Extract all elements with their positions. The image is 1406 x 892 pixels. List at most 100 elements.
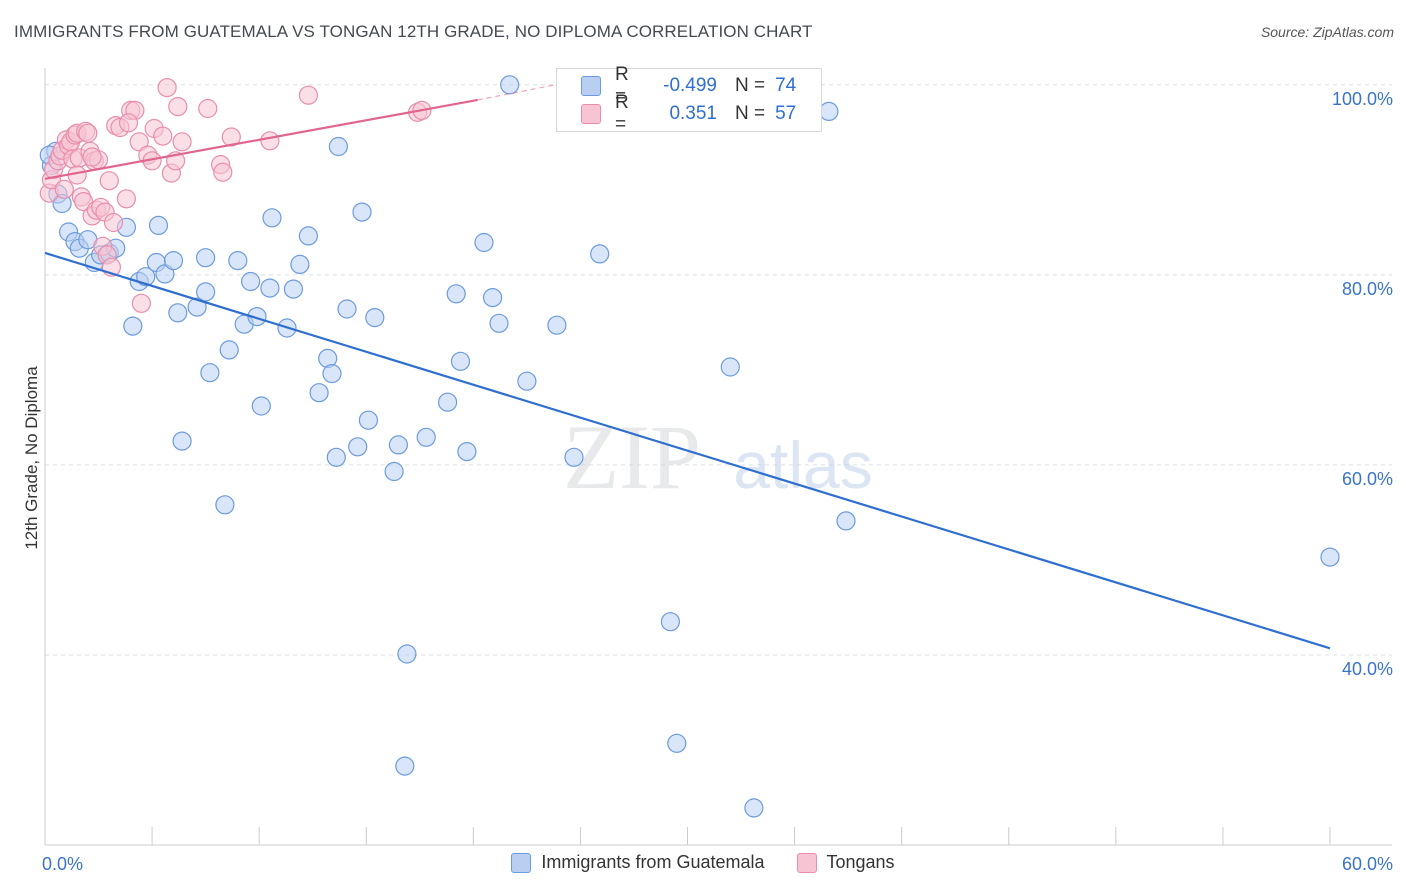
point-tongan [198, 98, 218, 119]
legend-r-value: 0.351 [669, 103, 717, 124]
point-tongan [221, 127, 241, 147]
point-guatemala [326, 447, 346, 467]
trend-layer [44, 82, 1331, 650]
point-guatemala [500, 75, 520, 95]
point-tongan [131, 293, 151, 313]
point-guatemala [384, 461, 404, 482]
point-guatemala [397, 644, 417, 664]
point-guatemala [172, 431, 192, 451]
point-guatemala [489, 313, 509, 333]
point-guatemala [395, 756, 415, 776]
point-guatemala [247, 307, 267, 327]
point-guatemala [123, 316, 143, 336]
legend-label-tongan: Tongans [826, 852, 895, 872]
legend-label-guatemala: Immigrants from Guatemala [541, 852, 765, 872]
watermark: ZIP atlas [563, 406, 873, 508]
point-tongan [213, 162, 233, 182]
point-tongan [82, 147, 102, 167]
point-guatemala [564, 447, 584, 467]
point-guatemala [337, 299, 357, 319]
point-guatemala [457, 442, 477, 462]
trend-line-tongan [44, 98, 478, 180]
point-tongan [118, 113, 139, 133]
point-guatemala [836, 511, 856, 531]
y-tick-label: 40.0% [1342, 659, 1393, 679]
point-guatemala [163, 251, 184, 271]
point-tongan [168, 96, 188, 117]
point-guatemala [365, 308, 385, 328]
legend-n-label: N = [735, 75, 766, 96]
point-guatemala [590, 244, 610, 264]
legend-row-tongan: R = 0.351 N = 57 [581, 92, 797, 135]
chart-title: IMMIGRANTS FROM GUATEMALA VS TONGAN 12TH… [14, 22, 813, 41]
point-guatemala [262, 208, 282, 228]
point-guatemala [358, 410, 378, 430]
legend-swatch-guatemala [581, 76, 601, 96]
point-tongan [153, 126, 173, 146]
point-guatemala [196, 282, 216, 302]
point-guatemala [228, 251, 248, 271]
y-axis-label: 12th Grade, No Diploma [22, 366, 41, 550]
point-tongan [78, 123, 98, 143]
watermark-atlas: atlas [733, 428, 872, 502]
legend-n-label: N = [735, 103, 766, 124]
point-tongan [172, 132, 192, 152]
point-guatemala [196, 248, 216, 268]
point-guatemala [322, 364, 342, 384]
legend-r-label: R = [615, 92, 629, 135]
point-guatemala [219, 340, 239, 360]
point-guatemala [283, 279, 303, 299]
point-guatemala [819, 101, 839, 122]
y-tick-label: 80.0% [1342, 279, 1393, 299]
legend-item-tongan[interactable]: Tongans [796, 852, 895, 873]
point-guatemala [483, 288, 503, 308]
point-guatemala [352, 202, 372, 222]
y-tick-label: 60.0% [1342, 469, 1393, 489]
point-guatemala [251, 396, 271, 416]
point-guatemala [547, 315, 567, 335]
legend-n-value: 57 [775, 103, 797, 124]
x-tick-label: 0.0% [42, 854, 83, 874]
stats-legend: R = -0.499 N = 74 R = 0.351 N = 57 [556, 64, 822, 135]
points-layer [39, 75, 1340, 818]
trend-extension-tongan [477, 82, 566, 101]
point-guatemala [667, 733, 687, 753]
point-guatemala [290, 254, 310, 274]
trend-line-guatemala [44, 251, 1331, 650]
y-tick-label: 100.0% [1332, 89, 1393, 109]
axis-layer [44, 68, 1392, 846]
legend-swatch-guatemala [511, 852, 532, 873]
point-guatemala [446, 284, 466, 304]
legend-item-guatemala[interactable]: Immigrants from Guatemala [511, 852, 765, 873]
point-guatemala [474, 232, 494, 253]
point-guatemala [298, 226, 318, 246]
point-tongan [129, 132, 149, 152]
point-tongan [99, 171, 119, 191]
point-guatemala [148, 215, 169, 235]
tick-labels: 40.0% 60.0% 80.0% 100.0% 0.0% 60.0% [42, 89, 1393, 874]
legend-n-value: 74 [775, 75, 797, 96]
legend-r-value: -0.499 [663, 75, 717, 96]
point-guatemala [450, 351, 471, 371]
point-guatemala [348, 437, 368, 457]
point-tongan [103, 212, 124, 233]
point-guatemala [241, 271, 261, 292]
point-guatemala [168, 303, 188, 323]
legend-row-guatemala: R = -0.499 N = 74 [581, 64, 797, 107]
point-guatemala [416, 427, 436, 447]
point-guatemala [517, 371, 537, 391]
point-guatemala [1320, 547, 1340, 567]
source-credit: Source: ZipAtlas.com [1260, 24, 1394, 40]
legend-swatch-tongan [796, 852, 817, 873]
point-tongan [157, 77, 177, 98]
watermark-zip: ZIP [563, 406, 701, 508]
point-guatemala [660, 612, 681, 632]
point-guatemala [260, 278, 280, 298]
grid-layer [45, 84, 1392, 656]
point-guatemala [155, 264, 175, 284]
x-tick-label: 60.0% [1342, 854, 1393, 874]
point-guatemala [187, 297, 207, 317]
point-tongan [116, 189, 137, 209]
point-guatemala [328, 136, 348, 157]
